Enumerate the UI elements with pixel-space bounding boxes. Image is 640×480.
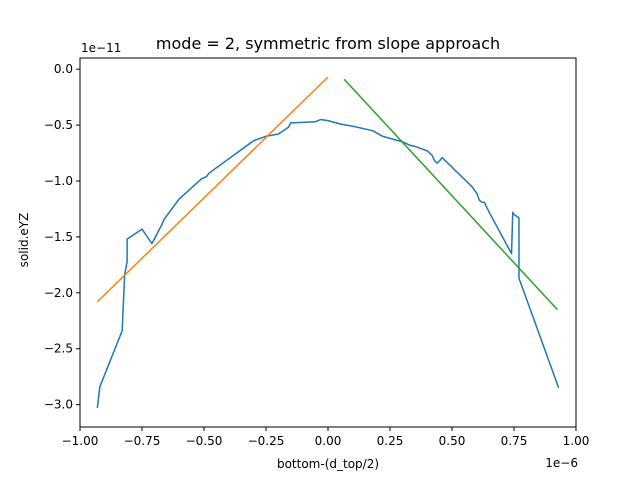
y-tick-label: −2.0 (44, 286, 73, 300)
x-tick-label: −0.25 (248, 434, 285, 448)
x-scale-label: 1e−6 (545, 456, 578, 470)
x-tick-label: 0.00 (315, 434, 342, 448)
ticks-layer: −1.00 −0.75 −0.50 −0.25 0.00 0.25 0.50 0.75 1.00… (44, 62, 590, 448)
y-tick-label: −0.5 (44, 118, 73, 132)
x-tick-label: 0.50 (439, 434, 466, 448)
x-axis-label: bottom-(d_top/2) (277, 457, 379, 471)
series-layer (96, 76, 560, 409)
plot-frame (79, 57, 577, 428)
y-tick-label: −1.0 (44, 174, 73, 188)
x-tick-label: −1.00 (62, 434, 99, 448)
y-tick-label: −1.5 (44, 230, 73, 244)
x-tick-label: 0.25 (377, 434, 404, 448)
y-tick-label: 0.0 (54, 62, 73, 76)
series-line-1 (96, 118, 560, 409)
series-line-3 (343, 78, 558, 311)
x-tick-label: −0.50 (186, 434, 223, 448)
x-tick-label: 0.75 (501, 434, 528, 448)
y-tick-label: −2.5 (44, 342, 73, 356)
y-tick-label: −3.0 (44, 398, 73, 412)
series-line-2 (96, 76, 329, 303)
y-scale-label: 1e−11 (81, 41, 121, 55)
chart-title: mode = 2, symmetric from slope approach (156, 34, 500, 53)
x-tick-label: −0.75 (124, 434, 161, 448)
x-tick-label: 1.00 (563, 434, 590, 448)
y-axis-label: solid.eYZ (17, 213, 31, 268)
